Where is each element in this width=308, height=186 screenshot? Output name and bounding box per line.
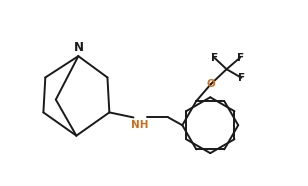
Text: NH: NH xyxy=(131,120,148,130)
Text: O: O xyxy=(207,79,215,89)
Text: F: F xyxy=(238,73,245,83)
Text: F: F xyxy=(211,52,218,62)
Text: F: F xyxy=(237,52,244,62)
Text: N: N xyxy=(74,41,84,54)
